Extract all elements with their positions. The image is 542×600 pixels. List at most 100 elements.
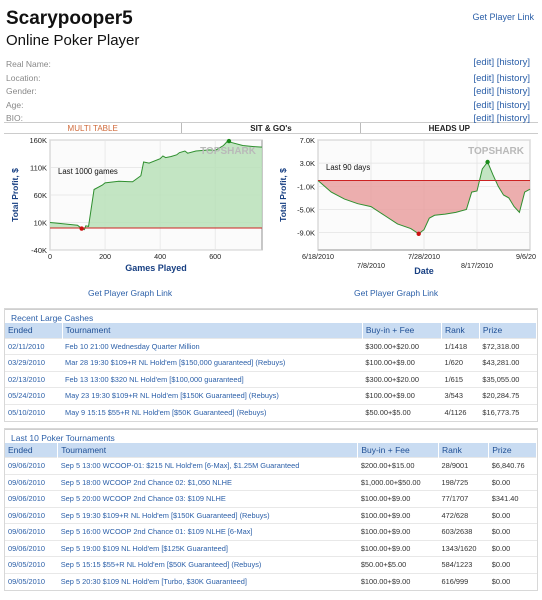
table-cell: $300.00+$20.00 xyxy=(362,370,442,388)
tournament-link[interactable]: Sep 5 20:00 WCOOP 2nd Chance 03: $109 NL… xyxy=(57,490,358,507)
low-marker xyxy=(416,231,421,236)
recent-header-1[interactable]: Tournament xyxy=(62,323,363,338)
tournament-link[interactable]: Sep 5 15:15 $55+R NL Hold'em [$50K Guara… xyxy=(57,556,358,573)
table-row: 09/06/2010 Sep 5 20:00 WCOOP 2nd Chance 0… xyxy=(5,490,537,507)
last-header-4[interactable]: Prize xyxy=(488,442,537,458)
table-row: 09/06/2010 Sep 5 16:00 WCOOP 2nd Chance 0… xyxy=(5,523,537,540)
x-tick-label: 0 xyxy=(48,252,52,261)
last-tournaments-title: Last 10 Poker Tournaments xyxy=(5,428,537,443)
table-cell: 3/543 xyxy=(441,387,480,404)
table-row: 09/05/2010 Sep 5 15:15 $55+R NL Hold'em [… xyxy=(5,556,537,573)
table-cell: $0.00 xyxy=(488,556,537,573)
x-axis-label: Date xyxy=(414,266,434,276)
y-axis-label: Total Profit, $ xyxy=(278,168,288,222)
edit-link[interactable]: [edit] xyxy=(473,72,495,84)
tournament-link[interactable]: Sep 5 18:00 WCOOP 2nd Chance 02: $1,050 … xyxy=(57,473,358,491)
table-cell: $200.00+$15.00 xyxy=(357,457,439,474)
edit-link[interactable]: [edit] xyxy=(473,113,495,124)
date-chart: 7.0K 3.0K -1.0K -5.0K -9.0K 6/18/2010 7/8/2010… xyxy=(278,136,536,276)
table-cell: 05/24/2010 xyxy=(5,387,63,404)
y-tick-label: 10K xyxy=(34,219,47,228)
y-tick-label: 110K xyxy=(30,164,47,173)
tab-heads-up[interactable]: HEADS UP xyxy=(428,124,470,133)
profile-label: Gender: xyxy=(6,86,37,96)
last-tournaments-table: Ended Tournament Buy-in + Fee Rank Prize 09/… xyxy=(5,442,537,590)
history-link[interactable]: [history] xyxy=(496,86,530,97)
x-tick-label: 7/8/2010 xyxy=(357,261,385,270)
last-header-3[interactable]: Rank xyxy=(438,442,490,458)
history-link[interactable]: [history] xyxy=(496,72,530,84)
tournament-link[interactable]: Mar 28 19:30 $109+R NL Hold'em [$150,000… xyxy=(62,354,363,371)
graph-link-games[interactable]: Get Player Graph Link xyxy=(88,288,173,298)
graph-link-date[interactable]: Get Player Graph Link xyxy=(354,288,439,298)
tournament-link[interactable]: May 23 19:30 $109+R NL Hold'em [$150K Gu… xyxy=(62,387,363,404)
tournament-link[interactable]: Sep 5 13:00 WCOOP-01: $215 NL Hold'em [6… xyxy=(57,457,358,474)
table-cell: $43,281.00 xyxy=(479,354,537,371)
history-link[interactable]: [history] xyxy=(496,99,530,111)
table-cell: 09/06/2010 xyxy=(5,539,58,557)
profile-row: Location: [edit] [history] xyxy=(6,72,536,86)
tournament-link[interactable]: May 9 15:15 $55+R NL Hold'em [$50K Guara… xyxy=(62,403,363,421)
profile-controls: [edit] [history] xyxy=(473,99,530,113)
edit-link[interactable]: [edit] xyxy=(473,99,495,111)
last-tournaments: Last 10 Poker Tournaments Ended Tournamen… xyxy=(4,427,538,591)
table-cell: 09/06/2010 xyxy=(5,490,58,507)
tournament-link[interactable]: Sep 5 20:30 $109 NL Hold'em [Turbo, $30K… xyxy=(57,572,358,590)
recent-header-4[interactable]: Prize xyxy=(479,323,538,338)
table-cell: 09/06/2010 xyxy=(5,457,58,474)
recent-header-0[interactable]: Ended xyxy=(5,323,63,338)
tab-multi-table[interactable]: MULTI TABLE xyxy=(4,123,183,133)
table-row: 09/06/2010 Sep 5 13:00 WCOOP-01: $215 NL … xyxy=(5,457,537,474)
table-cell: $72,318.00 xyxy=(479,337,537,355)
get-player-link[interactable]: Get Player Link xyxy=(472,12,534,22)
table-cell: $0.00 xyxy=(488,539,537,557)
tournament-link[interactable]: Sep 5 19:00 $109 NL Hold'em [$125K Guara… xyxy=(57,539,358,557)
table-cell: $0.00 xyxy=(488,473,537,491)
table-cell: 09/05/2010 xyxy=(5,556,58,573)
table-cell: $0.00 xyxy=(488,523,537,540)
last-header-1[interactable]: Tournament xyxy=(57,442,359,458)
table-cell: 198/725 xyxy=(438,473,489,491)
x-tick-label: 9/6/2010 xyxy=(516,252,536,261)
last-header-0[interactable]: Ended xyxy=(5,442,59,458)
x-tick-label: 6/18/2010 xyxy=(302,252,334,261)
table-cell: $50.00+$5.00 xyxy=(362,403,442,421)
x-tick-label: 200 xyxy=(99,252,111,261)
recent-header-3[interactable]: Rank xyxy=(441,323,480,338)
last-header-2[interactable]: Buy-in + Fee xyxy=(357,442,440,458)
table-cell: $100.00+$9.00 xyxy=(357,539,439,557)
table-cell: 1/615 xyxy=(441,370,480,388)
tournament-link[interactable]: Sep 5 16:00 WCOOP 2nd Chance 01: $109 NL… xyxy=(57,523,358,540)
profile-row: BIO: [edit] [history] xyxy=(6,112,536,126)
y-tick-label: -40K xyxy=(31,246,47,255)
history-link[interactable]: [history] xyxy=(496,113,530,124)
topshark-watermark: TOPSHARK xyxy=(468,146,525,157)
table-cell: 09/05/2010 xyxy=(5,572,58,590)
table-cell: $100.00+$9.00 xyxy=(362,387,442,404)
profile-row: Real Name: [edit] [history] xyxy=(6,57,536,72)
recent-large-cashes: Recent Large Cashes Ended Tournament Buy-i… xyxy=(4,308,538,422)
tournament-link[interactable]: Feb 10 21:00 Wednesday Quarter Million xyxy=(62,337,363,355)
profit-charts: 160K 110K 60K 10K -40K 0 200 400 600 Last 1000 ga… xyxy=(4,134,538,302)
table-cell: 09/06/2010 xyxy=(5,523,58,540)
loss-area xyxy=(318,180,530,234)
edit-link[interactable]: [edit] xyxy=(473,57,495,68)
table-cell: 03/29/2010 xyxy=(5,354,63,371)
history-link[interactable]: [history] xyxy=(496,57,530,68)
table-cell: $35,055.00 xyxy=(479,370,537,388)
table-cell: 28/9001 xyxy=(438,457,489,474)
table-cell: $50.00+$5.00 xyxy=(357,556,439,573)
tab-sit-and-gos[interactable]: SIT & GO's xyxy=(182,123,361,133)
y-tick-label: 3.0K xyxy=(300,159,315,168)
profile-label: Age: xyxy=(6,99,24,110)
profile-controls: [edit] [history] xyxy=(473,112,530,126)
tournament-link[interactable]: Feb 13 13:00 $320 NL Hold'em [$100,000 g… xyxy=(62,370,363,388)
edit-link[interactable]: [edit] xyxy=(473,86,495,97)
table-cell: 09/06/2010 xyxy=(5,506,58,524)
table-row: 09/06/2010 Sep 5 18:00 WCOOP 2nd Chance 0… xyxy=(5,473,537,491)
tournament-link[interactable]: Sep 5 19:30 $109+R NL Hold'em [$150K Gua… xyxy=(57,506,358,524)
table-cell: 1/1418 xyxy=(441,337,480,355)
recent-header-2[interactable]: Buy-in + Fee xyxy=(362,323,442,338)
table-cell: 4/1126 xyxy=(441,403,480,421)
